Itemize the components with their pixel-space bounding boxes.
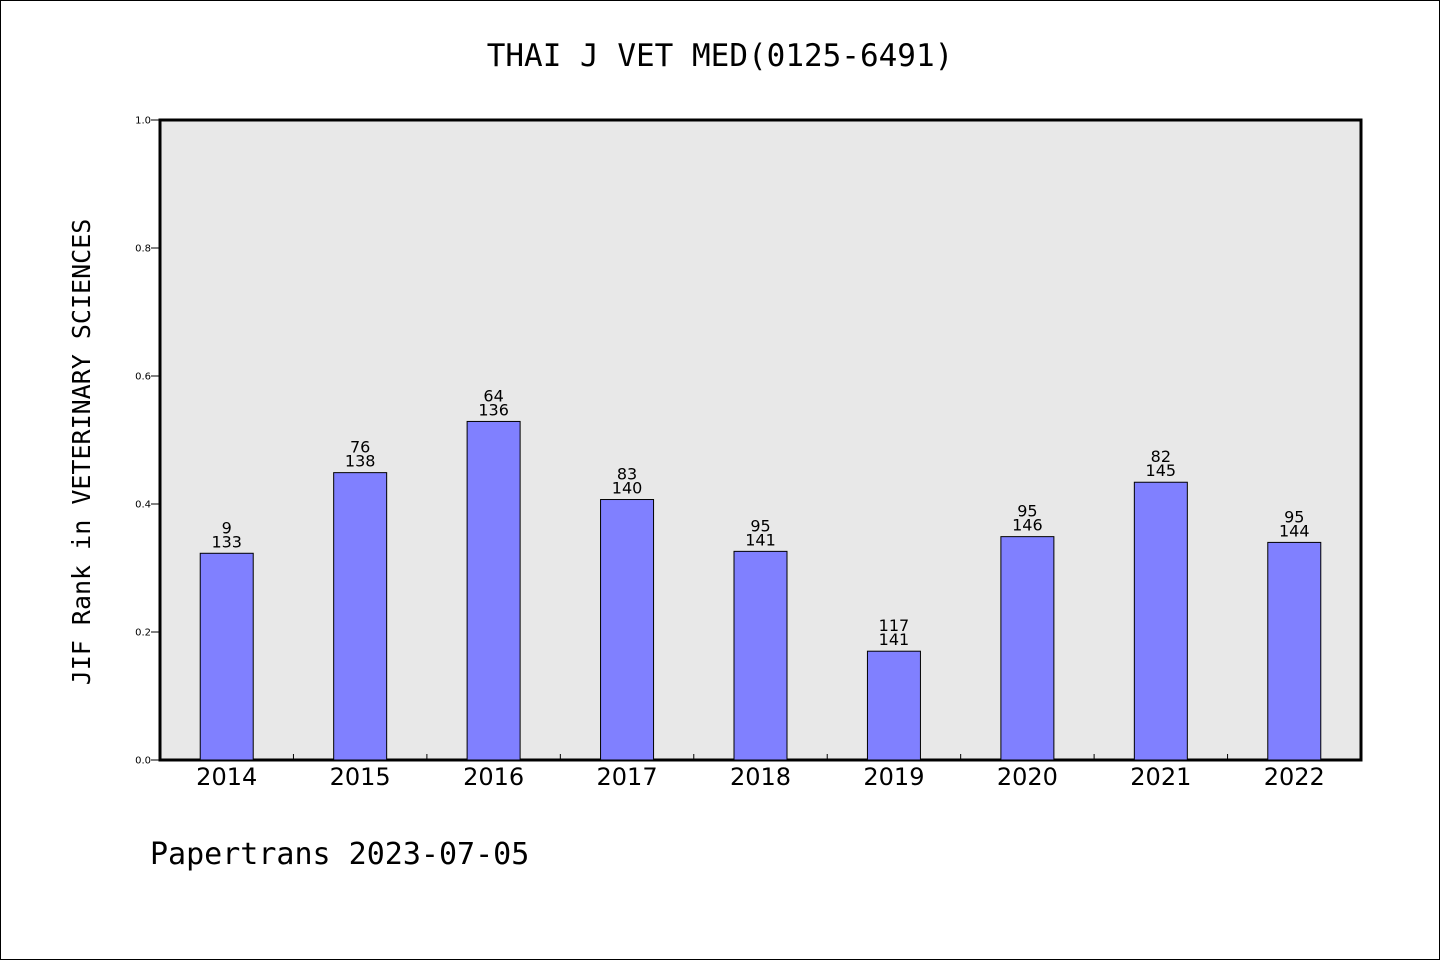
bar-total-label: 145 — [1146, 461, 1177, 480]
y-tick-label: 0.4 — [135, 500, 151, 511]
x-tick-label: 2014 — [196, 763, 257, 791]
y-tick-label: 0.0 — [135, 756, 151, 767]
bar-total-label: 138 — [345, 452, 376, 471]
y-tick-label: 0.6 — [135, 372, 151, 383]
bar — [199, 552, 254, 761]
bar — [600, 499, 655, 761]
bar-total-label: 144 — [1279, 521, 1310, 540]
bar — [1000, 536, 1055, 761]
bar-rank-label: 117 — [879, 616, 910, 635]
x-tick-label: 2020 — [997, 763, 1058, 791]
bars-group: 9133761386413683140951411171419514682145… — [199, 386, 1322, 761]
bar-total-label: 140 — [612, 479, 643, 498]
bar-rank-label: 95 — [750, 516, 770, 535]
x-axis-ticks: 2014 2015 2016 2017 2018 2019 2020 2021 2022 — [196, 754, 1325, 791]
bar-rank-label: 76 — [350, 438, 370, 457]
x-tick-label: 2019 — [863, 763, 924, 791]
bar-total-label: 141 — [879, 630, 910, 649]
bar — [866, 650, 921, 761]
y-axis-ticks: 0.0 0.2 0.4 0.6 0.8 1.0 — [135, 116, 160, 767]
y-tick-label: 0.2 — [135, 628, 151, 639]
bar-total-label: 133 — [211, 532, 242, 551]
bar-total-label: 141 — [745, 530, 776, 549]
bar-rank-label: 95 — [1017, 502, 1037, 521]
bar — [1267, 541, 1322, 761]
bar-total-label: 146 — [1012, 516, 1043, 535]
x-tick-label: 2015 — [330, 763, 391, 791]
bar-rank-label: 9 — [222, 518, 232, 537]
bar-rank-label: 83 — [617, 465, 637, 484]
x-tick-label: 2017 — [597, 763, 658, 791]
bar — [333, 472, 388, 761]
bar — [1133, 481, 1188, 761]
y-tick-label: 0.8 — [135, 244, 151, 255]
bar-total-label: 136 — [478, 400, 509, 419]
y-tick-label: 1.0 — [135, 116, 151, 127]
footer-credit: Papertrans 2023-07-05 — [150, 837, 529, 872]
bar-rank-label: 95 — [1284, 507, 1304, 526]
bar — [466, 420, 521, 761]
x-tick-label: 2016 — [463, 763, 524, 791]
y-axis-label: JIF Rank in VETERINARY SCIENCES — [67, 219, 96, 686]
x-tick-label: 2021 — [1130, 763, 1191, 791]
bar — [733, 550, 788, 761]
x-tick-label: 2018 — [730, 763, 791, 791]
x-tick-label: 2022 — [1264, 763, 1325, 791]
chart-title: THAI J VET MED(0125-6491) — [487, 38, 954, 74]
bar-rank-label: 64 — [483, 386, 503, 405]
bar-rank-label: 82 — [1151, 447, 1171, 466]
